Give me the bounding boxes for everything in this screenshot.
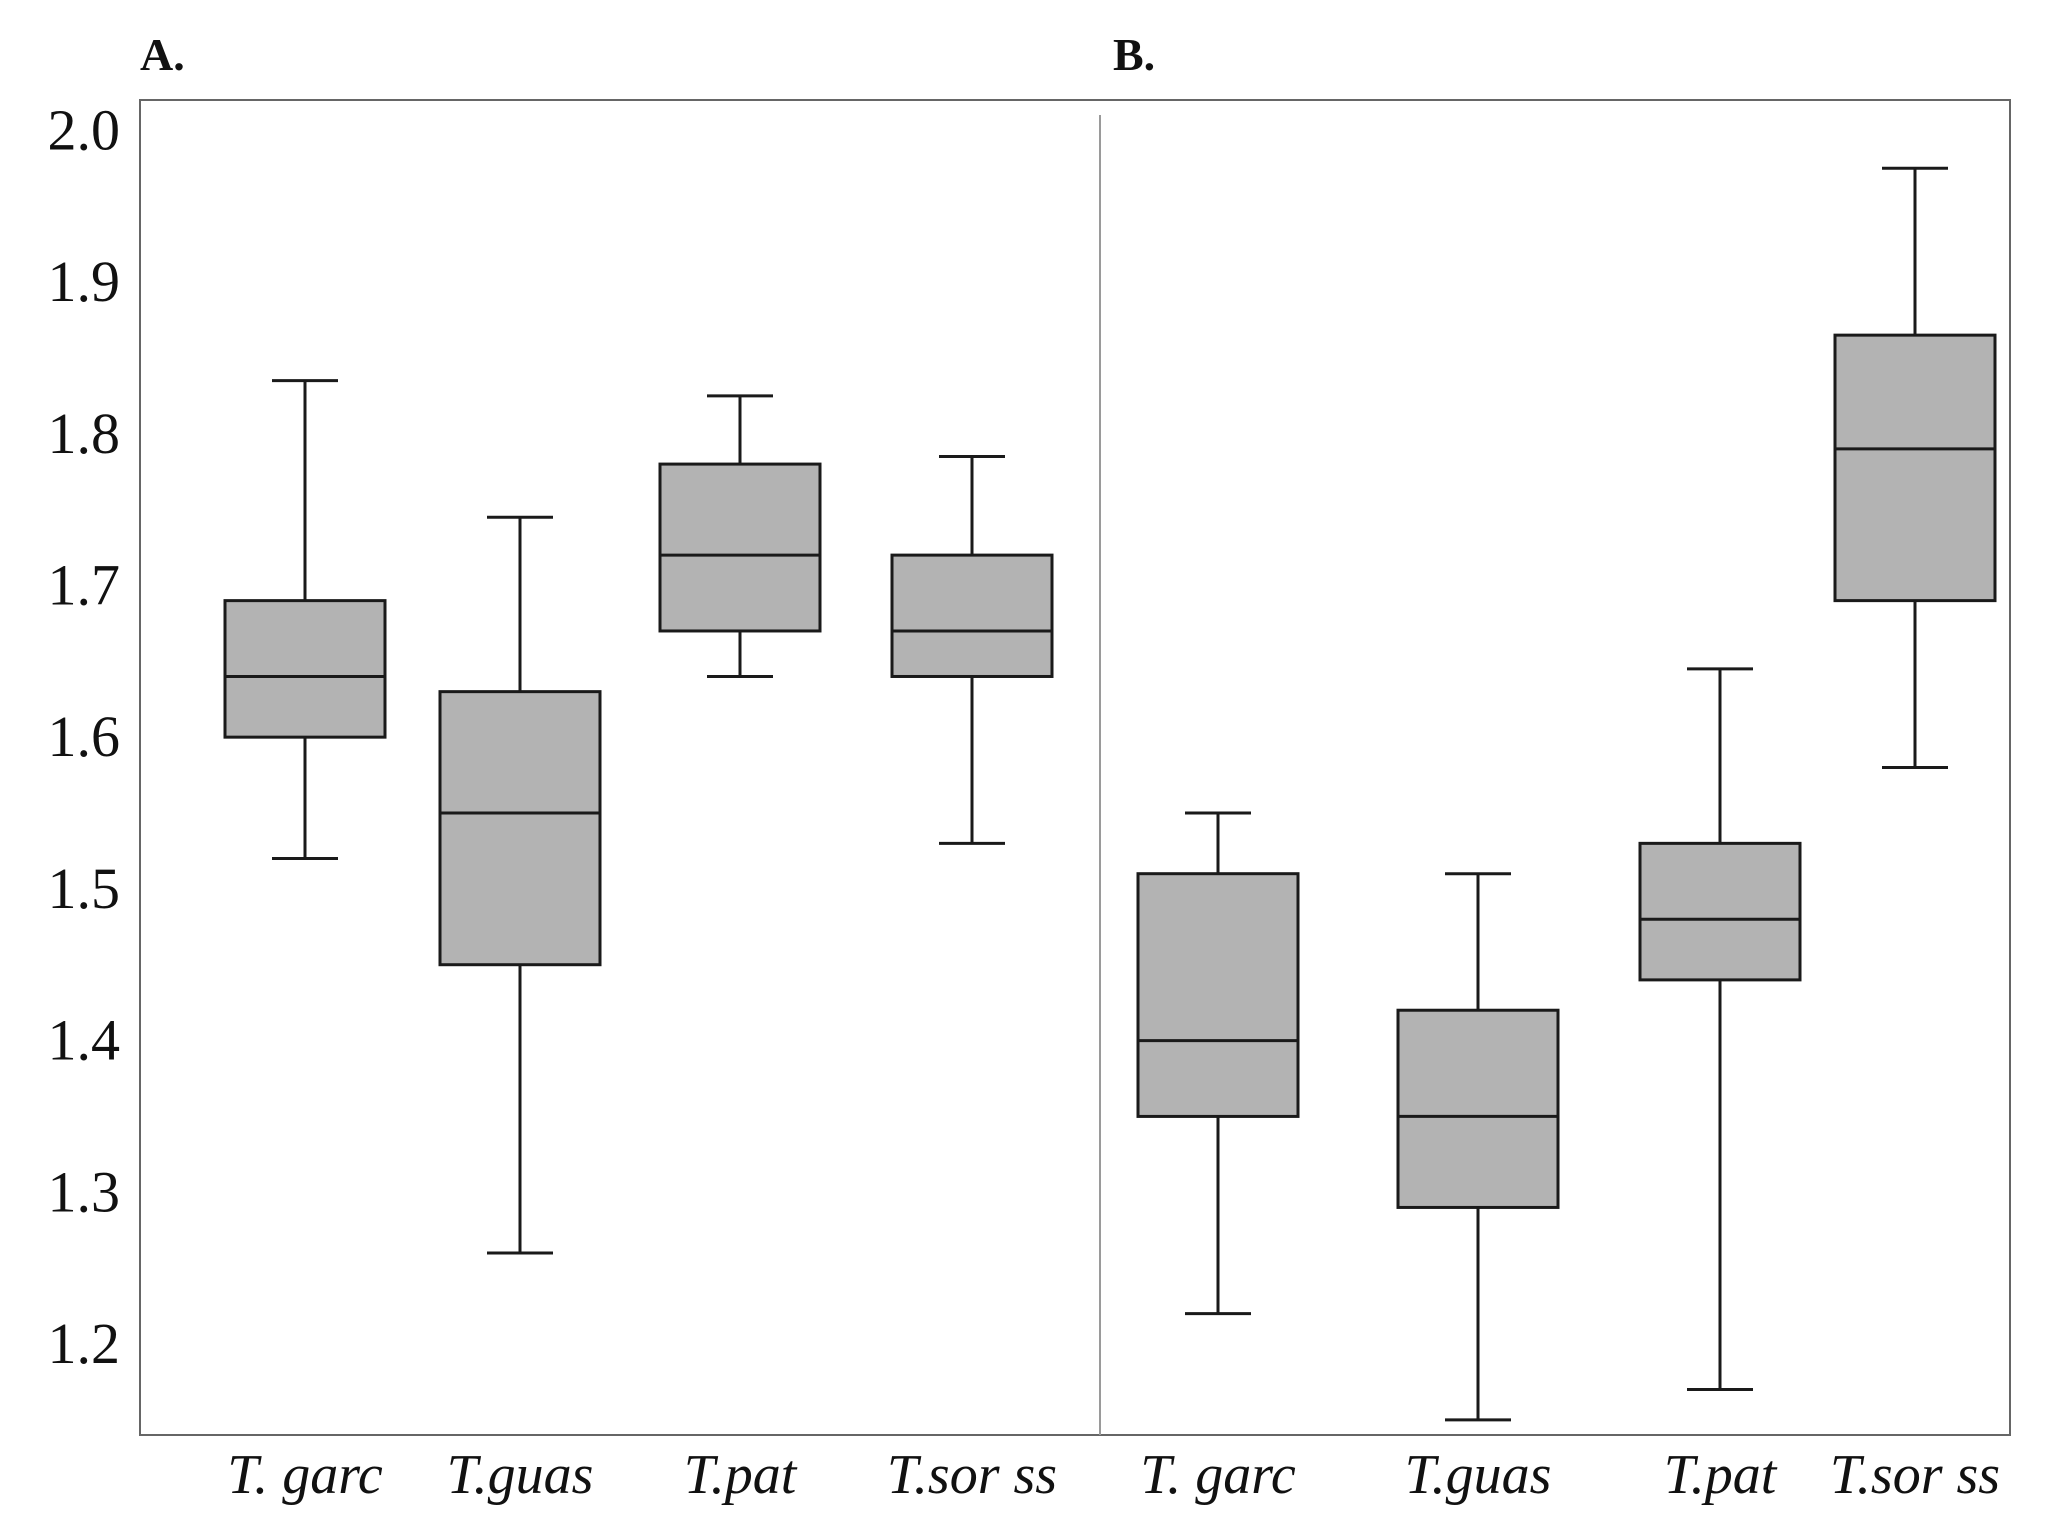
x-tick-label: T.pat xyxy=(684,1444,798,1506)
box-b-4 xyxy=(1833,166,1997,769)
y-tick-label: 1.7 xyxy=(48,552,121,617)
x-tick-label: T.sor ss xyxy=(1830,1444,2000,1506)
box-a-3 xyxy=(658,394,822,678)
iqr-box xyxy=(658,462,822,633)
x-tick-label: T.guas xyxy=(447,1444,594,1506)
y-axis-ticks: 2.0 1.9 1.8 1.7 1.6 1.5 1.4 1.3 1.2 xyxy=(48,97,121,1376)
x-tick-label: T. garc xyxy=(227,1444,383,1506)
y-tick-label: 1.3 xyxy=(48,1159,121,1224)
y-tick-label: 2.0 xyxy=(48,97,121,162)
y-tick-label: 1.9 xyxy=(48,249,121,314)
box-a-4 xyxy=(890,455,1054,845)
iqr-box xyxy=(223,599,387,739)
y-tick-label: 1.2 xyxy=(48,1311,121,1376)
x-tick-label: T.sor ss xyxy=(887,1444,1057,1506)
panel-label-b: B. xyxy=(1113,29,1155,80)
iqr-box xyxy=(1396,1008,1560,1209)
box-b-2 xyxy=(1396,872,1560,1422)
iqr-box xyxy=(1833,333,1997,603)
panel-label-a: A. xyxy=(140,29,185,80)
x-axis-ticks: T. garc T.guas T.pat T.sor ss T. garc T.guas T… xyxy=(227,1444,2000,1506)
x-tick-label: T.pat xyxy=(1664,1444,1778,1506)
y-tick-label: 1.8 xyxy=(48,401,121,466)
y-tick-label: 1.5 xyxy=(48,856,121,921)
y-tick-label: 1.4 xyxy=(48,1008,121,1073)
iqr-box xyxy=(890,553,1054,678)
y-tick-label: 1.6 xyxy=(48,704,121,769)
iqr-box xyxy=(1638,841,1802,982)
plot-frame xyxy=(139,99,2011,1436)
box-a-2 xyxy=(438,515,602,1255)
box-b-3 xyxy=(1638,667,1802,1391)
box-a-1 xyxy=(223,379,387,861)
box-b-1 xyxy=(1136,811,1300,1316)
x-tick-label: T. garc xyxy=(1140,1444,1296,1506)
boxes-layer xyxy=(223,166,1997,1422)
x-tick-label: T.guas xyxy=(1405,1444,1552,1506)
iqr-box xyxy=(438,690,602,967)
iqr-box xyxy=(1136,872,1300,1118)
